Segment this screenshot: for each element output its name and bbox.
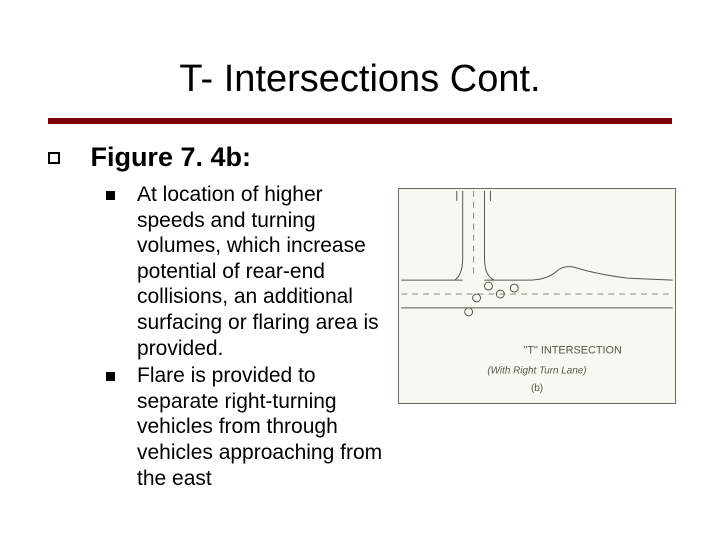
diagram-label-sub: (With Right Turn Lane) [487,365,586,376]
list-item-text: At location of higher speeds and turning… [137,182,386,361]
solid-square-bullet-icon [106,191,115,200]
list-item-text: Flare is provided to separate right-turn… [137,363,386,491]
slide-title: T- Intersections Cont. [0,58,720,101]
bullet-list: At location of higher speeds and turning… [106,182,386,493]
diagram-label-main: "T" INTERSECTION [523,344,621,356]
diagram-svg: "T" INTERSECTION (With Right Turn Lane) … [399,189,675,403]
hollow-square-bullet-icon [48,152,60,164]
heading-text: Figure 7. 4b: [90,142,251,172]
heading-row: Figure 7. 4b: [48,142,672,173]
diagram-label-fig: (b) [531,383,543,394]
solid-square-bullet-icon [106,372,115,381]
t-intersection-diagram: "T" INTERSECTION (With Right Turn Lane) … [398,188,676,404]
list-item: Flare is provided to separate right-turn… [106,363,386,491]
slide: T- Intersections Cont. Figure 7. 4b: At … [0,0,720,540]
title-underline [48,118,672,124]
list-item: At location of higher speeds and turning… [106,182,386,361]
